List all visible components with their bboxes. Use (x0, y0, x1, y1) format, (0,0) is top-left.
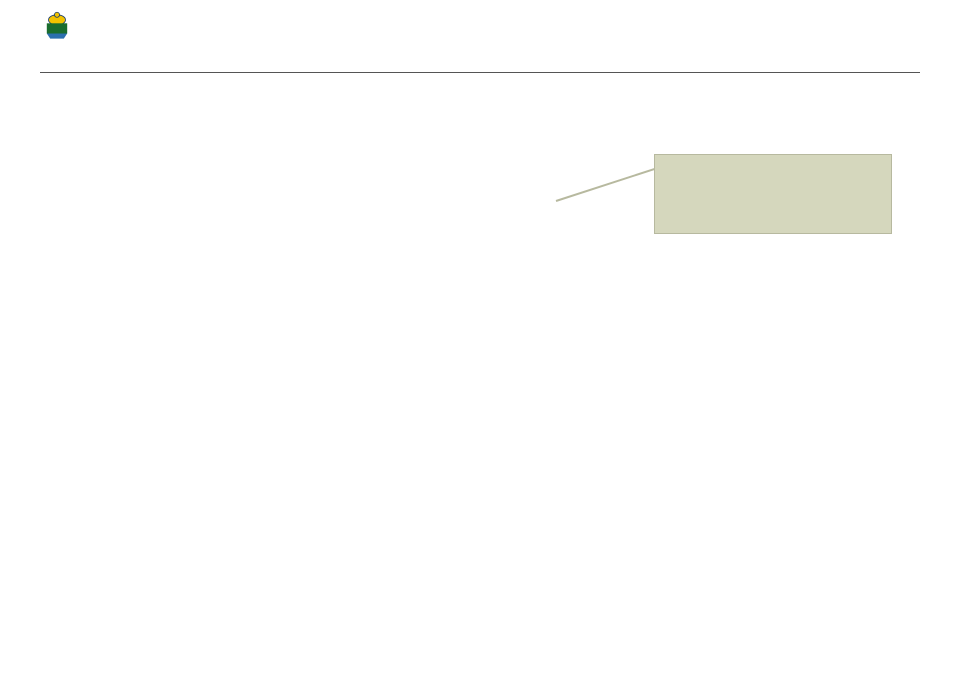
header-logo (40, 8, 82, 42)
title-rule (40, 72, 920, 73)
annotation-callout (654, 154, 892, 234)
vagverket-crest-icon (40, 8, 74, 42)
